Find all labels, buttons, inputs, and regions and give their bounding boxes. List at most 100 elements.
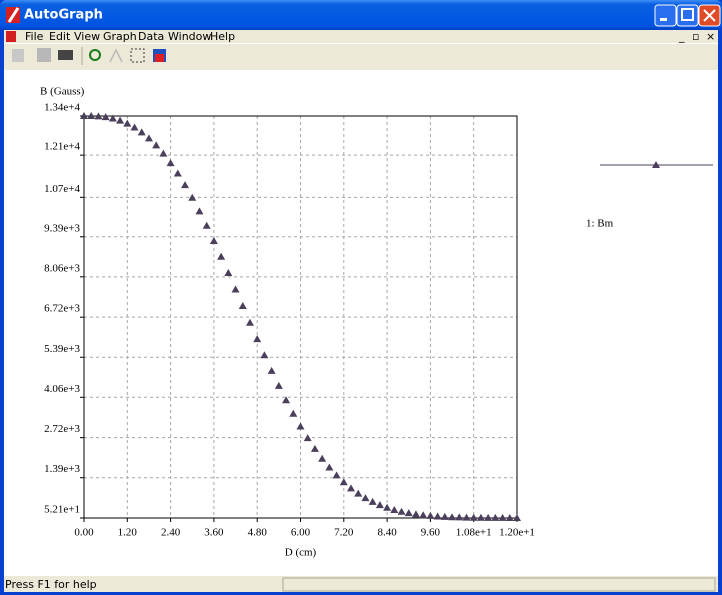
y-tick-label: 1.21e+4	[44, 141, 80, 153]
data-point	[383, 503, 392, 511]
data-point	[332, 471, 341, 479]
data-point	[260, 351, 269, 359]
client-area	[4, 70, 718, 576]
data-point	[152, 141, 161, 149]
data-point	[469, 513, 478, 521]
data-point	[476, 513, 485, 521]
data-point	[123, 119, 132, 127]
data-point	[339, 478, 348, 486]
data-point	[354, 489, 363, 497]
window-title: AutoGraph	[24, 8, 103, 23]
data-point	[347, 484, 356, 492]
data-point	[217, 252, 226, 260]
data-point	[274, 381, 283, 389]
legend-marker	[652, 161, 660, 168]
y-axis-label: B (Gauss)	[40, 86, 85, 98]
menu-item[interactable]: Edit	[49, 30, 71, 43]
data-point	[419, 511, 428, 519]
x-tick-label: 1.20e+1	[499, 527, 535, 539]
data-point	[202, 221, 211, 229]
fit-button[interactable]	[130, 48, 145, 63]
data-point	[310, 444, 319, 452]
data-point	[224, 268, 233, 276]
y-tick-label: 6.72e+3	[44, 303, 80, 315]
y-tick-label: 1.07e+4	[44, 183, 80, 195]
copy-button[interactable]	[12, 49, 24, 62]
data-point	[361, 494, 370, 502]
maximize-button[interactable]	[676, 4, 699, 27]
y-tick-label: 1.34e+4	[44, 102, 80, 114]
menu-bar	[4, 30, 718, 43]
menu-item[interactable]: Help	[210, 30, 235, 43]
data-point	[498, 513, 507, 521]
data-point	[253, 335, 262, 343]
x-tick-label: 6.00	[291, 527, 311, 539]
data-point	[188, 193, 197, 201]
y-tick-label: 2.72e+3	[44, 423, 80, 435]
data-point	[101, 113, 110, 121]
x-tick-label: 2.40	[161, 527, 181, 539]
data-point	[375, 501, 384, 509]
data-point	[404, 509, 413, 517]
menu-item[interactable]: Window	[168, 30, 211, 43]
data-point	[303, 434, 312, 442]
x-tick-label: 1.08e+1	[456, 527, 492, 539]
data-point	[94, 112, 103, 120]
data-point	[116, 116, 125, 124]
data-point	[426, 511, 435, 519]
data-point	[368, 497, 377, 505]
data-point	[484, 513, 493, 521]
x-tick-label: 7.20	[334, 527, 354, 539]
data-point	[130, 123, 139, 131]
data-point	[296, 422, 305, 430]
data-point	[238, 302, 247, 310]
minimize-button[interactable]	[654, 4, 677, 27]
data-point	[411, 510, 420, 518]
data-point	[87, 112, 96, 120]
data-point	[462, 513, 471, 521]
status-panel	[282, 577, 716, 592]
data-point	[491, 513, 500, 521]
preview-button[interactable]	[37, 48, 51, 62]
x-tick-label: 4.80	[248, 527, 268, 539]
data-point	[440, 512, 449, 520]
x-tick-label: 8.40	[377, 527, 397, 539]
close-button[interactable]	[698, 4, 721, 27]
data-point	[137, 128, 146, 136]
data-point	[282, 396, 291, 404]
menu-item[interactable]: Data	[138, 30, 164, 43]
y-tick-label: 9.39e+3	[44, 222, 80, 234]
data-point	[209, 236, 218, 244]
menu-item[interactable]: View	[74, 30, 100, 43]
data-point	[231, 285, 240, 293]
data-point	[80, 112, 88, 119]
data-point	[433, 512, 442, 520]
plot-frame	[83, 115, 518, 519]
zoom-button[interactable]	[89, 49, 101, 61]
menu-item[interactable]: File	[25, 30, 44, 43]
child-restore[interactable]: ▫	[692, 30, 699, 43]
toolbar	[12, 47, 166, 65]
app-icon-mark	[7, 7, 20, 23]
x-axis-label: D (cm)	[285, 547, 317, 559]
child-minimize[interactable]: _	[678, 30, 685, 43]
print-button[interactable]	[58, 50, 73, 60]
child-close[interactable]: ×	[706, 30, 715, 43]
child-icon[interactable]	[6, 31, 16, 42]
data-point	[505, 513, 514, 521]
data-point	[181, 181, 190, 189]
status-text: Press F1 for help	[5, 578, 97, 591]
x-tick-label: 9.60	[421, 527, 441, 539]
data-point	[108, 114, 117, 122]
data-point	[159, 149, 168, 157]
data-point	[325, 463, 334, 471]
data-point	[448, 513, 457, 521]
y-tick-label: 5.39e+3	[44, 343, 80, 355]
data-point	[245, 318, 254, 326]
pan-button[interactable]	[109, 48, 123, 63]
x-tick-label: 0.00	[74, 527, 94, 539]
data-point	[397, 507, 406, 515]
menu-item[interactable]: Graph	[103, 30, 137, 43]
data-point	[318, 454, 327, 462]
